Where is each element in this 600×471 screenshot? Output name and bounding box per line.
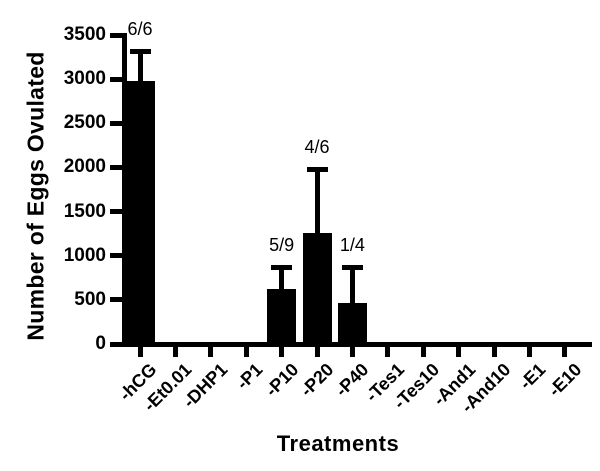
bar-annotation--P20: 4/6 <box>304 137 330 158</box>
error-bar-line--P20 <box>314 167 320 233</box>
x-tick-label--P20: -P20 <box>296 359 338 401</box>
x-tick-mark--Tes10 <box>420 347 426 357</box>
bar--P40 <box>337 303 367 344</box>
bar-annotation--P10: 5/9 <box>269 235 295 255</box>
x-tick-mark--And10 <box>491 347 497 357</box>
y-tick-mark-1500 <box>110 209 122 215</box>
x-tick-mark--hCG <box>137 347 143 357</box>
y-tick-mark-0 <box>110 341 122 347</box>
y-axis-line <box>122 33 127 347</box>
y-tick-label-2000: 2000 <box>63 156 106 178</box>
y-tick-label-1000: 1000 <box>63 244 106 266</box>
y-tick-label-1500: 1500 <box>63 200 106 222</box>
error-bar-line--hCG <box>137 49 143 81</box>
bar-annotation--P40: 1/4 <box>339 234 365 255</box>
y-tick-mark-500 <box>110 297 122 303</box>
y-tick-mark-1000 <box>110 253 122 259</box>
error-bar-cap--P20 <box>306 167 328 173</box>
x-tick-mark--P40 <box>349 347 355 357</box>
y-tick-label-0: 0 <box>95 333 106 354</box>
x-tick-label--P10: -P10 <box>260 359 303 401</box>
x-tick-mark--P20 <box>314 347 320 357</box>
x-tick-label--E10: -E10 <box>544 359 586 401</box>
x-axis-line <box>122 342 592 347</box>
x-tick-mark--P1 <box>243 347 249 357</box>
error-bar-cap--hCG <box>129 49 151 55</box>
bar--P10 <box>267 289 297 344</box>
error-bar-line--P10 <box>279 265 285 290</box>
x-tick-mark--E10 <box>562 347 568 357</box>
y-tick-mark-2500 <box>110 120 122 126</box>
x-tick-mark--Tes1 <box>385 347 391 357</box>
y-tick-mark-3000 <box>110 76 122 82</box>
y-tick-label-2500: 2500 <box>63 112 106 134</box>
x-tick-mark--P10 <box>279 347 285 357</box>
y-tick-label-3500: 3500 <box>63 24 106 45</box>
error-bar-cap--P40 <box>341 264 363 270</box>
x-tick-label--E1: -E1 <box>515 359 550 394</box>
x-tick-mark--DHP1 <box>208 347 214 357</box>
x-tick-label--P1: -P1 <box>232 359 267 394</box>
error-bar-line--P40 <box>349 264 355 304</box>
y-tick-label-3000: 3000 <box>63 68 106 90</box>
y-tick-mark-3500 <box>110 32 122 38</box>
x-tick-mark--Et0.01 <box>172 347 178 357</box>
x-axis-title: Treatments <box>276 431 400 456</box>
bar-annotation--hCG: 6/6 <box>127 19 153 40</box>
x-tick-mark--E1 <box>526 347 532 357</box>
x-tick-mark--And1 <box>456 347 462 357</box>
error-bar-cap--P10 <box>271 265 293 270</box>
y-tick-mark-2000 <box>110 164 122 170</box>
bar--P20 <box>302 232 332 344</box>
bar--hCG <box>125 80 155 344</box>
y-tick-label-500: 500 <box>74 288 106 310</box>
